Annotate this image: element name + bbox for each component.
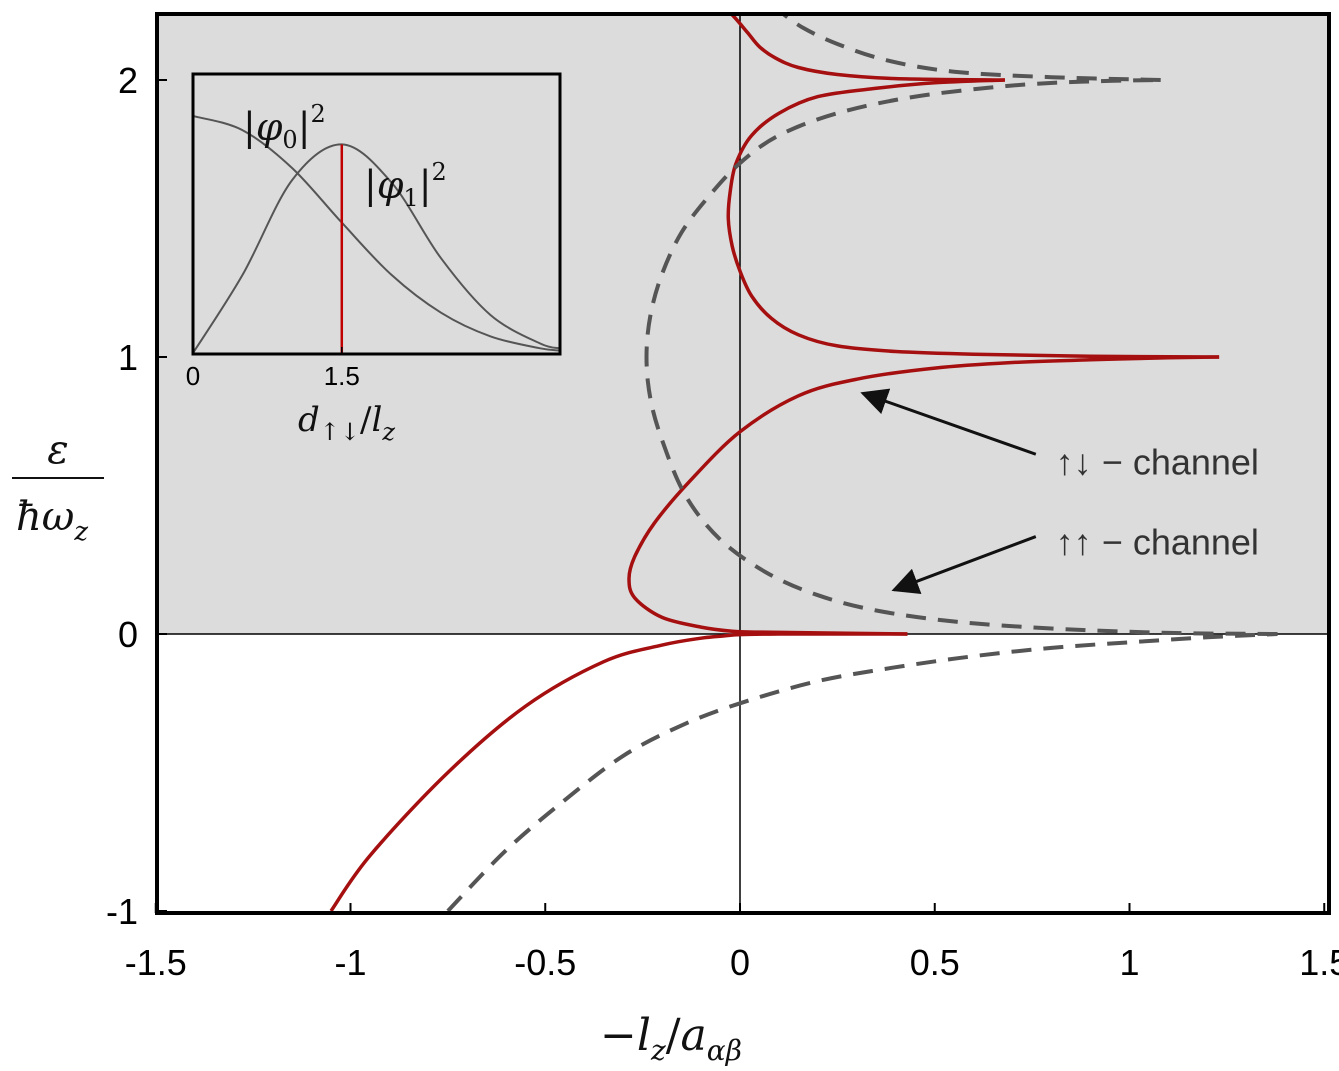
inset-label-phi0: |φ0|2 [243,100,326,154]
svg-text:ε: ε [47,427,68,473]
inset-x-tick-label: 1.5 [324,361,360,391]
series-up-up-branch-1 [644,78,1278,636]
plot-frame [155,12,1331,915]
x-tick-label: 0 [730,942,750,983]
series-up-up-branch-2 [779,14,1161,82]
inset-label-phi1: |φ1|2 [364,158,447,212]
inset-xlabel: d↑↓/lz [298,400,395,446]
x-tick-label: 1 [1119,942,1139,983]
x-tick-label: -1.5 [125,942,187,983]
annotation-arrow [891,535,1037,594]
y-tick-label: 1 [118,337,138,378]
series-up-down-branch-1 [627,355,1220,636]
x-tick-label: -0.5 [514,942,576,983]
inset-x-tick-label: 0 [186,361,200,391]
inset-series-phi0 [193,115,560,352]
series-up-down-branch-2 [726,78,1220,359]
series-up-up-branch-0 [446,632,1278,913]
x-tick-label: 0.5 [910,942,960,983]
y-tick-label: 0 [118,614,138,655]
svg-text:ħωz: ħωz [16,494,88,547]
series-up-down-branch-0 [329,632,908,913]
x-axis-label: −lz/aαβ [600,1010,742,1067]
annotation-label: ↑↓ − channel [1056,441,1259,482]
inset-frame [191,72,562,356]
annotation-arrow [860,388,1037,456]
inset-series-phi1 [193,143,560,354]
x-tick-label: -1 [334,942,366,983]
inset-background [193,74,560,354]
y-tick-label: -1 [106,891,138,932]
y-axis-label: ε ħωz [12,427,104,547]
annotation-label: ↑↑ − channel [1056,522,1259,563]
x-tick-label: 1.5 [1299,942,1339,983]
y-tick-label: 2 [118,60,138,101]
series-up-down-branch-3 [729,14,1005,82]
